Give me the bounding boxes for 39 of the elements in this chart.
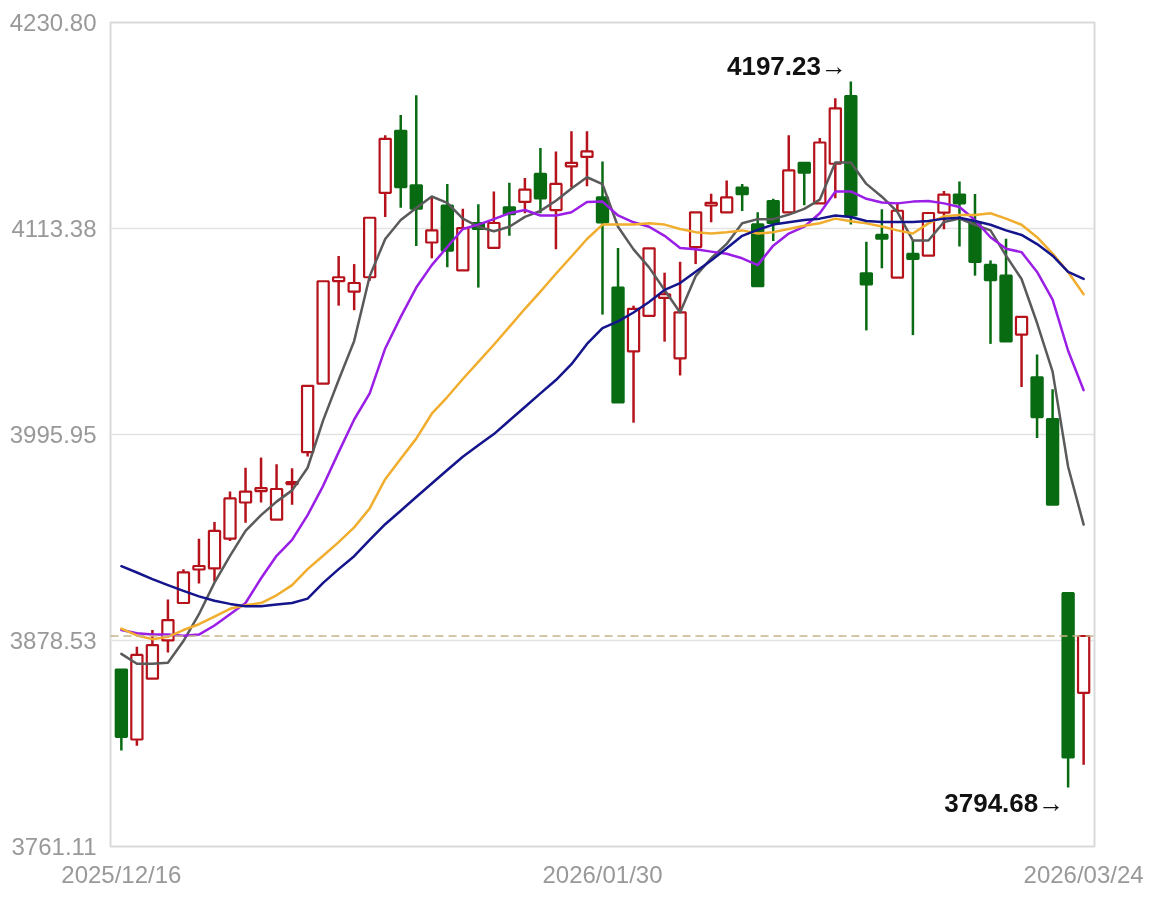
candlestick <box>238 466 253 525</box>
candlestick <box>331 254 346 307</box>
candlestick <box>859 240 874 332</box>
candlestick <box>828 97 842 200</box>
candlestick <box>611 246 625 404</box>
candlestick <box>797 161 811 207</box>
candlestick <box>1014 315 1029 389</box>
x-tick-label: 2026/03/24 <box>1023 860 1144 888</box>
y-tick-label: 4230.80 <box>9 9 97 36</box>
candlestick <box>114 668 129 752</box>
candlestick <box>952 180 967 248</box>
candlestick <box>394 113 408 210</box>
candlestick <box>719 179 734 214</box>
candlestick <box>207 520 222 583</box>
candlestick <box>549 150 563 251</box>
y-tick-label: 3878.53 <box>9 627 97 654</box>
candlestick <box>316 280 330 385</box>
candlestick <box>1061 592 1075 789</box>
y-tick-label: 3995.95 <box>9 421 97 449</box>
y-tick-label: 4113.38 <box>11 215 97 242</box>
candlestick <box>983 259 998 346</box>
candlestick <box>1045 388 1060 506</box>
candlestick <box>564 130 579 189</box>
candlestick <box>875 208 889 270</box>
candlestick <box>999 237 1013 343</box>
annotation: 4197.23→ <box>726 51 847 82</box>
x-tick-label: 2026/01/30 <box>542 860 663 888</box>
candlestick <box>1076 634 1091 767</box>
candlestick <box>409 93 423 248</box>
candlestick <box>580 130 594 188</box>
candlestick <box>456 207 470 272</box>
candlestick <box>688 211 703 266</box>
x-tick-label: 2025/12/16 <box>61 860 182 888</box>
candlestick <box>300 384 315 458</box>
candlestick <box>1030 353 1044 440</box>
annotation: 3794.68→ <box>944 787 1065 818</box>
candlestick <box>782 133 796 214</box>
candlestick <box>347 262 361 312</box>
y-tick-label: 3761.11 <box>11 833 97 860</box>
